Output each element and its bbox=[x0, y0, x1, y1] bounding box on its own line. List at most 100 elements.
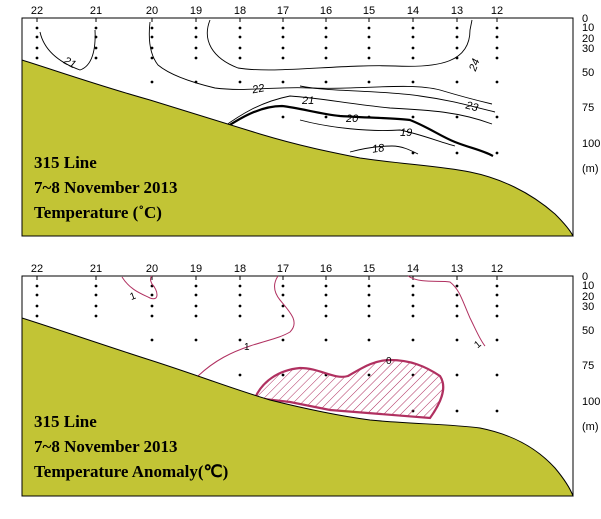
sample-point bbox=[455, 338, 459, 342]
panel-2-station-ticks: 22 21 20 19 18 17 16 15 14 13 12 bbox=[31, 263, 503, 280]
sample-point bbox=[238, 284, 242, 288]
station-label: 13 bbox=[451, 263, 463, 275]
panel-1-label-20: 20 bbox=[345, 113, 359, 125]
sample-point bbox=[495, 115, 499, 119]
sample-point bbox=[238, 80, 242, 84]
sample-point bbox=[411, 115, 415, 119]
sample-point bbox=[324, 115, 328, 119]
panel-2-label-1-left: 1 bbox=[129, 291, 138, 303]
station-label: 16 bbox=[320, 5, 332, 17]
sample-point bbox=[367, 26, 371, 30]
panel-1-station-ticks: 22 21 20 19 18 17 16 15 14 13 12 bbox=[31, 5, 503, 22]
station-label: 16 bbox=[320, 263, 332, 275]
sample-point bbox=[35, 304, 39, 308]
sample-point bbox=[367, 46, 371, 50]
sample-point bbox=[324, 46, 328, 50]
panel-2-anomaly-zero-region bbox=[253, 358, 445, 420]
sample-point bbox=[238, 35, 242, 39]
sample-point bbox=[94, 304, 98, 308]
panel-2-title-line-2: 7~8 November 2013 bbox=[34, 437, 178, 456]
sample-point bbox=[194, 56, 198, 60]
station-label: 21 bbox=[90, 263, 102, 275]
sample-point bbox=[495, 284, 499, 288]
sample-point bbox=[281, 26, 285, 30]
sample-point bbox=[281, 338, 285, 342]
sample-point bbox=[495, 304, 499, 308]
depth-label: 0 bbox=[582, 271, 588, 283]
sample-point bbox=[194, 284, 198, 288]
station-label: 15 bbox=[363, 5, 375, 17]
sample-point bbox=[411, 284, 415, 288]
sample-point bbox=[495, 409, 499, 413]
panel-1-isotherm-20 bbox=[221, 104, 494, 157]
station-label: 17 bbox=[277, 5, 289, 17]
sample-point bbox=[194, 314, 198, 318]
sample-point bbox=[455, 26, 459, 30]
panel-1-isotherm-21-left bbox=[39, 29, 96, 71]
station-label: 22 bbox=[31, 263, 43, 275]
sample-point bbox=[238, 338, 242, 342]
sample-point bbox=[238, 373, 242, 377]
sample-point bbox=[411, 304, 415, 308]
sample-point bbox=[94, 26, 98, 30]
sample-point bbox=[194, 293, 198, 297]
sample-point bbox=[35, 293, 39, 297]
sample-point bbox=[411, 80, 415, 84]
station-label: 14 bbox=[407, 5, 419, 17]
sample-point bbox=[495, 314, 499, 318]
sample-point bbox=[367, 293, 371, 297]
depth-label: 0 bbox=[582, 13, 588, 25]
sample-point bbox=[367, 304, 371, 308]
depth-unit: (m) bbox=[582, 421, 599, 433]
sample-point bbox=[495, 151, 499, 155]
sample-point bbox=[455, 409, 459, 413]
depth-label: 20 bbox=[582, 291, 594, 303]
station-label: 20 bbox=[146, 263, 158, 275]
station-label: 19 bbox=[190, 5, 202, 17]
sample-point bbox=[324, 284, 328, 288]
panel-1-isotherm-24 bbox=[206, 19, 473, 71]
sample-point bbox=[324, 80, 328, 84]
sample-point bbox=[94, 46, 98, 50]
sample-point bbox=[150, 293, 154, 297]
depth-label: 50 bbox=[582, 325, 594, 337]
sample-point bbox=[281, 314, 285, 318]
sample-point bbox=[35, 35, 39, 39]
panel-2-sample-points bbox=[35, 284, 499, 413]
sample-point bbox=[495, 26, 499, 30]
sample-point bbox=[495, 80, 499, 84]
sample-point bbox=[238, 56, 242, 60]
depth-label: 100 bbox=[582, 138, 600, 150]
sample-point bbox=[238, 314, 242, 318]
sample-point bbox=[94, 314, 98, 318]
sample-point bbox=[150, 35, 154, 39]
station-label: 13 bbox=[451, 5, 463, 17]
sample-point bbox=[281, 80, 285, 84]
sample-point bbox=[150, 80, 154, 84]
sample-point bbox=[411, 293, 415, 297]
station-label: 14 bbox=[407, 263, 419, 275]
sample-point bbox=[495, 338, 499, 342]
depth-label: 75 bbox=[582, 360, 594, 372]
sample-point bbox=[94, 284, 98, 288]
panel-2-title-line-1: 315 Line bbox=[34, 412, 97, 431]
sample-point bbox=[367, 314, 371, 318]
sample-point bbox=[94, 293, 98, 297]
panel-2-anomaly-contour-1-left bbox=[121, 275, 158, 300]
sample-point bbox=[324, 35, 328, 39]
station-label: 12 bbox=[491, 5, 503, 17]
panel-2-seafloor bbox=[21, 317, 574, 497]
panel-1-label-21-left: 21 bbox=[61, 54, 78, 71]
depth-label: 30 bbox=[582, 43, 594, 55]
sample-point bbox=[194, 304, 198, 308]
depth-label: 75 bbox=[582, 102, 594, 114]
sample-point bbox=[495, 35, 499, 39]
sample-point bbox=[35, 314, 39, 318]
panel-1-label-19: 19 bbox=[400, 127, 412, 139]
panel-1-label-24: 24 bbox=[467, 57, 483, 74]
sample-point bbox=[150, 304, 154, 308]
sample-point bbox=[411, 338, 415, 342]
sample-point bbox=[495, 373, 499, 377]
sample-point bbox=[194, 35, 198, 39]
